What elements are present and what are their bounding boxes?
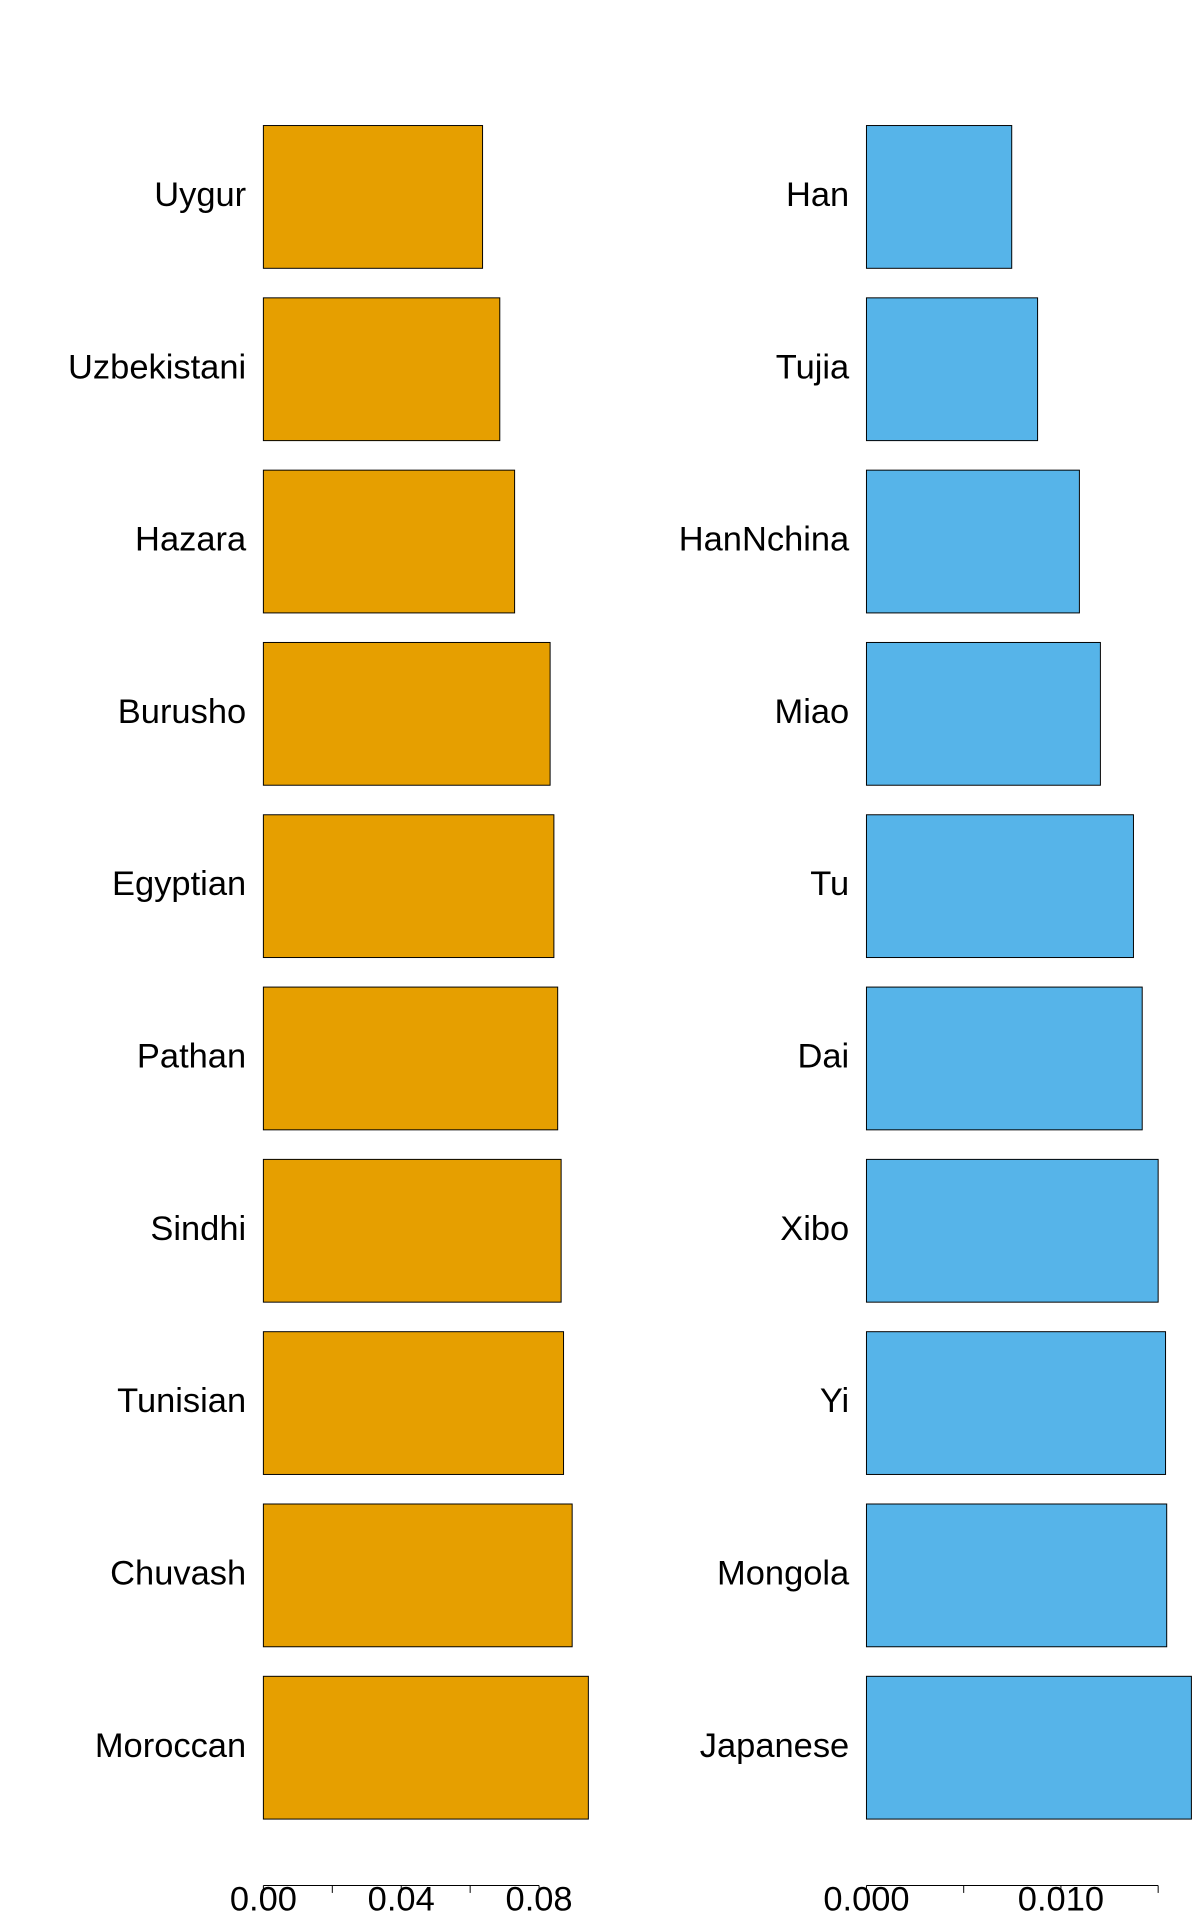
category-label: Uzbekistani — [68, 348, 246, 386]
category-label: Miao — [775, 693, 850, 731]
x-tick-label: 0.04 — [368, 1881, 435, 1919]
x-tick-label: 0.010 — [1018, 1881, 1104, 1919]
category-label: Hazara — [135, 521, 247, 559]
bar — [262, 1503, 573, 1648]
bar — [865, 814, 1134, 959]
category-label: Tu — [810, 865, 849, 903]
bar — [262, 641, 551, 786]
bar — [865, 125, 1013, 269]
category-label: Chuvash — [110, 1554, 246, 1592]
bar — [865, 297, 1039, 442]
bar — [865, 1158, 1159, 1303]
bar — [262, 814, 555, 959]
category-label: Uygur — [154, 176, 246, 214]
category-label: Mongola — [717, 1554, 850, 1592]
bar — [865, 641, 1101, 786]
category-label: Tujia — [776, 348, 850, 386]
bar — [865, 986, 1143, 1131]
category-label: Burusho — [118, 693, 246, 731]
category-label: Xibo — [780, 1210, 849, 1248]
bar — [262, 986, 559, 1131]
category-label: Yi — [820, 1382, 849, 1420]
category-label: Tunisian — [117, 1382, 246, 1420]
bar — [865, 1503, 1168, 1648]
category-label: Pathan — [137, 1038, 246, 1076]
bar — [262, 297, 501, 442]
bar — [262, 1158, 562, 1303]
bar — [865, 1331, 1167, 1475]
bar — [262, 1331, 565, 1475]
category-label: Sindhi — [150, 1210, 246, 1248]
bar — [865, 1675, 1192, 1820]
bar — [262, 469, 516, 614]
category-label: Han — [786, 176, 849, 214]
category-label: Japanese — [700, 1727, 849, 1765]
category-label: Egyptian — [112, 865, 246, 903]
x-tick-label: 0.000 — [823, 1881, 909, 1919]
bar — [262, 125, 484, 269]
category-label: Moroccan — [95, 1727, 246, 1765]
x-tick-label: 0.00 — [230, 1881, 297, 1919]
category-label: HanNchina — [679, 521, 850, 559]
bar — [262, 1675, 589, 1820]
category-label: Dai — [798, 1038, 850, 1076]
bar — [865, 469, 1080, 614]
x-tick-label: 0.08 — [506, 1881, 573, 1919]
